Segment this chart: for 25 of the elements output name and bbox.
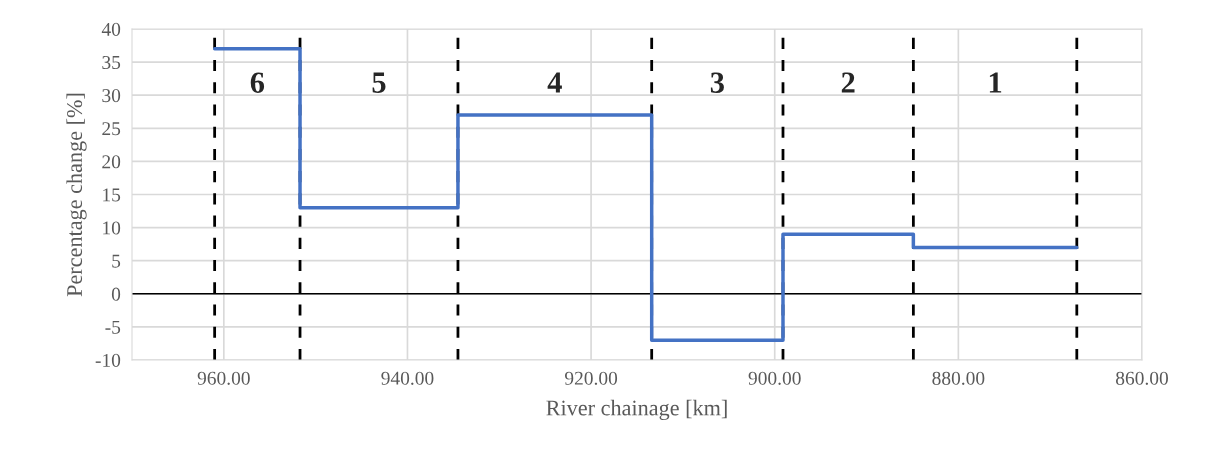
- x-tick-label: 960.00: [197, 371, 250, 385]
- y-tick-label: -10: [95, 353, 121, 367]
- x-tick-label: 880.00: [932, 371, 985, 385]
- x-tick-label: 900.00: [748, 371, 801, 385]
- y-tick-label: 15: [103, 188, 121, 202]
- annotation: 3: [710, 72, 724, 93]
- x-tick-label: 940.00: [381, 371, 434, 385]
- y-tick-label: 0: [111, 287, 121, 301]
- y-tick-label: 40: [101, 22, 121, 36]
- x-axis-title: River chainage [km]: [546, 399, 727, 421]
- x-tick-label: 920.00: [564, 371, 618, 385]
- y-tick-label: -5: [105, 320, 121, 334]
- y-tick-label: 20: [102, 155, 121, 169]
- y-tick-label: 25: [102, 122, 121, 136]
- annotation: 2: [841, 72, 855, 93]
- x-tick-label: 860.00: [1116, 371, 1168, 385]
- y-tick-label: 5: [112, 254, 121, 268]
- y-tick-label: 30: [102, 89, 121, 103]
- annotation: 4: [547, 72, 562, 93]
- y-axis-title: Percentage change [%]: [66, 93, 87, 297]
- annotation: 6: [250, 72, 265, 93]
- y-tick-label: 35: [102, 55, 121, 70]
- y-tick-label: 10: [103, 221, 121, 235]
- annotation: 5: [372, 72, 386, 93]
- annotation: 1: [989, 72, 1002, 93]
